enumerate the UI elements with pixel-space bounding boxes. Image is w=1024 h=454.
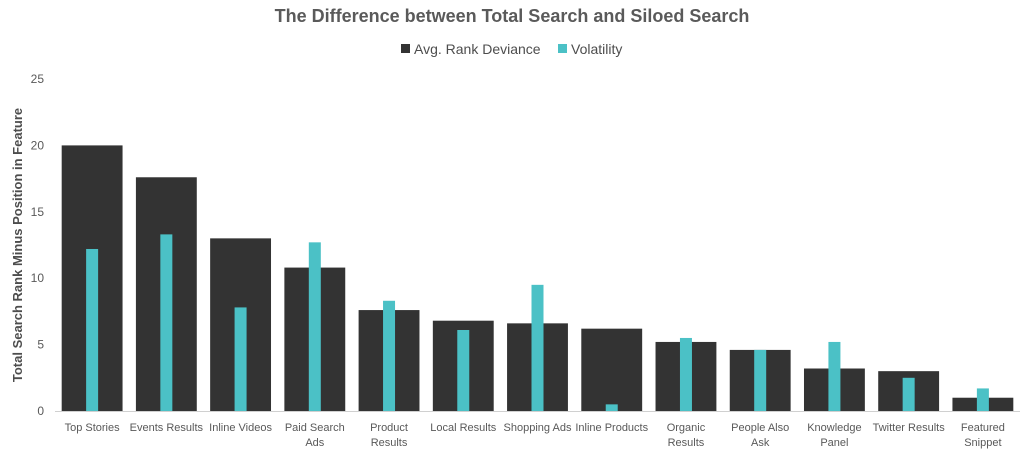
- bar-volatility: [754, 349, 767, 411]
- x-tick-label: Events Results: [130, 422, 204, 434]
- legend-label-avg-rank-deviance: Avg. Rank Deviance: [414, 41, 541, 57]
- x-axis-labels: Top Stories Events Results Inline Videos Pa…: [65, 422, 1005, 449]
- bar-avg-rank-deviance: [581, 328, 643, 411]
- legend-swatch-avg-rank-deviance: [401, 44, 410, 53]
- bar-volatility: [383, 300, 396, 411]
- bar-volatility: [160, 234, 173, 411]
- x-tick-label: Organic Results: [667, 422, 706, 449]
- x-tick-label: People Also Ask: [731, 422, 789, 449]
- bar-volatility: [605, 404, 618, 411]
- bar-volatility: [308, 242, 321, 411]
- x-tick-label: Inline Products: [575, 422, 648, 434]
- bars: [61, 145, 1014, 411]
- y-tick-label: 10: [31, 271, 45, 285]
- legend-swatch-volatility: [558, 44, 567, 53]
- x-tick-label: Knowledge Panel: [807, 422, 861, 449]
- x-tick-label: Shopping Ads: [504, 422, 572, 434]
- chart-title: The Difference between Total Search and …: [275, 6, 750, 26]
- bar-volatility: [234, 307, 247, 411]
- bar-volatility: [457, 329, 470, 411]
- y-axis-ticks: 0 5 10 15 20 25: [31, 72, 45, 418]
- bar-volatility: [902, 377, 915, 411]
- x-tick-label: Paid Search Ads: [285, 422, 345, 449]
- x-tick-label: Twitter Results: [873, 422, 946, 434]
- x-tick-label: Product Results: [370, 422, 408, 449]
- bar-volatility: [531, 284, 544, 411]
- y-tick-label: 5: [37, 338, 44, 352]
- x-tick-label: Featured Snippet: [961, 422, 1005, 449]
- legend: Avg. Rank Deviance Volatility: [401, 41, 622, 57]
- x-tick-label: Top Stories: [65, 422, 121, 434]
- bar-volatility: [86, 248, 99, 411]
- legend-label-volatility: Volatility: [571, 41, 622, 57]
- x-tick-label: Local Results: [430, 422, 497, 434]
- bar-volatility: [679, 337, 692, 411]
- bar-volatility: [976, 388, 989, 411]
- y-tick-label: 20: [31, 138, 45, 152]
- y-tick-label: 15: [31, 205, 45, 219]
- bar-volatility: [828, 341, 841, 411]
- x-tick-label: Inline Videos: [209, 422, 272, 434]
- y-tick-label: 25: [31, 72, 45, 86]
- y-tick-label: 0: [37, 404, 44, 418]
- y-axis-label: Total Search Rank Minus Position in Feat…: [10, 108, 25, 382]
